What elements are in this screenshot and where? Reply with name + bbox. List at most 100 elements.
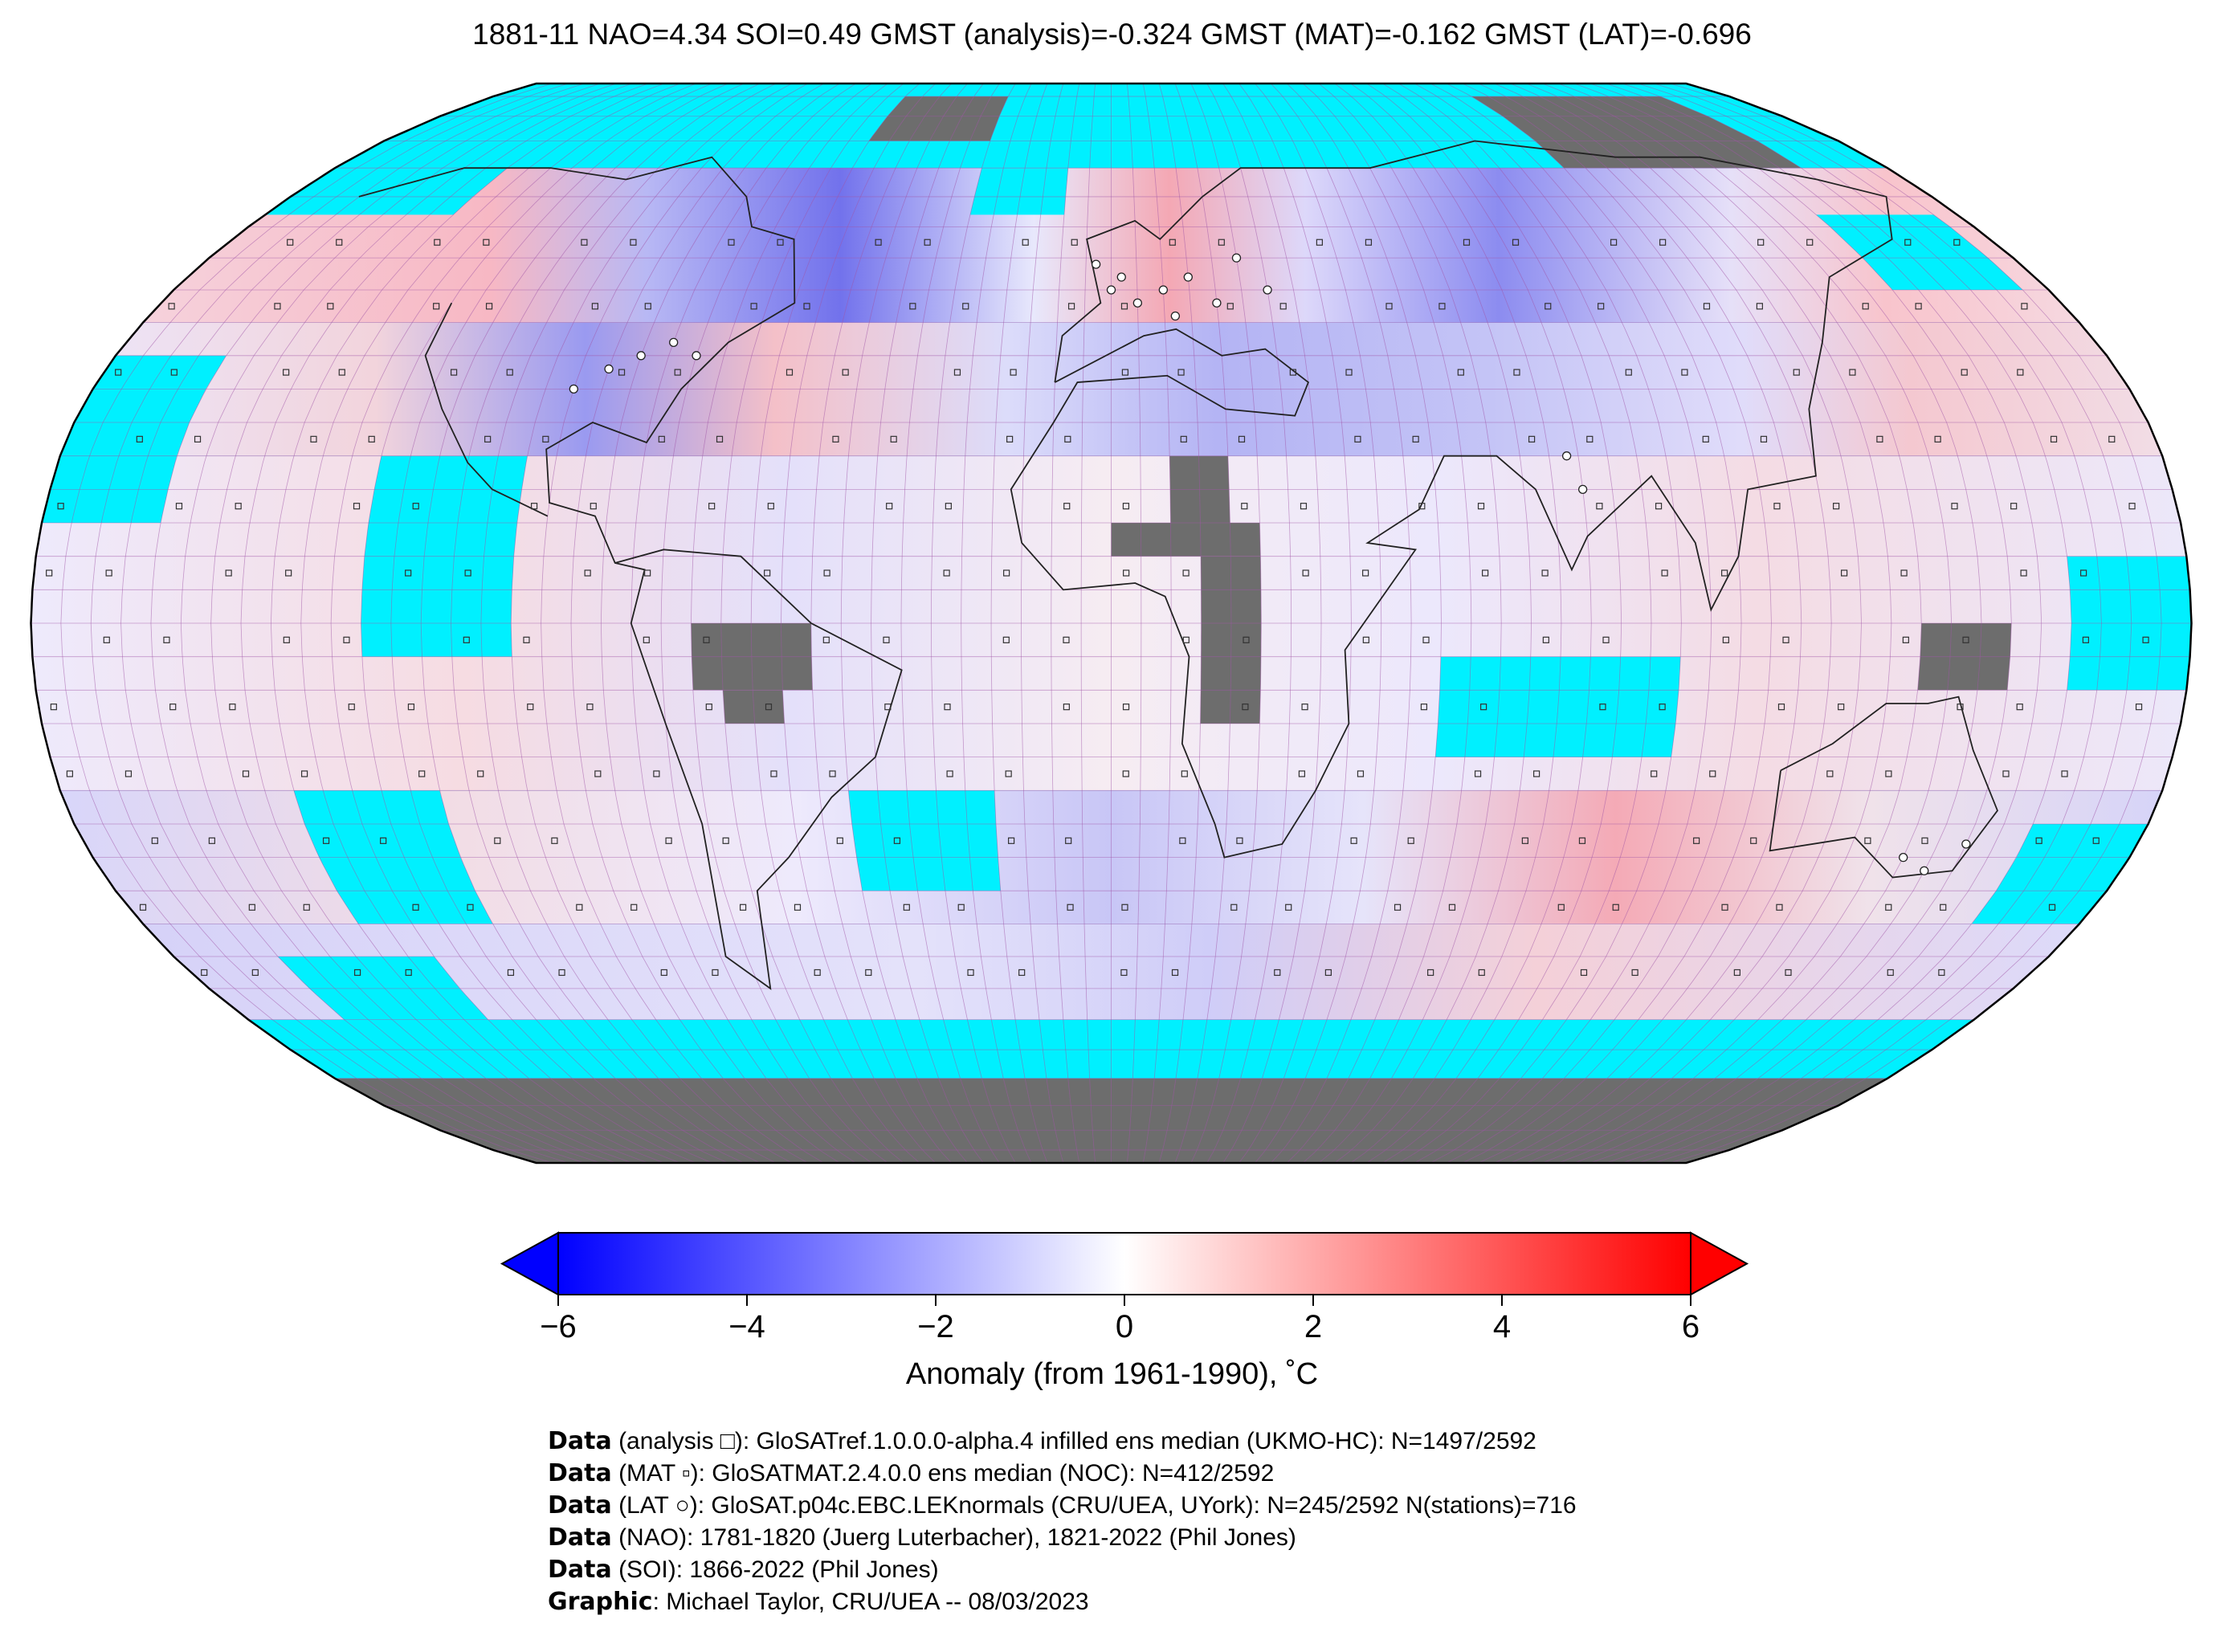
analysis-marker (1463, 239, 1471, 246)
analysis-marker (1301, 704, 1308, 711)
analysis-marker (343, 636, 350, 643)
analysis-marker (2079, 569, 2087, 577)
analysis-marker (786, 369, 794, 376)
analysis-marker (590, 503, 597, 510)
analysis-marker (50, 704, 57, 711)
analysis-marker (644, 569, 651, 577)
credit-text: (LAT ○): GloSAT.p04c.EBC.LEKnormals (CRU… (611, 1492, 1577, 1519)
analysis-marker (1365, 239, 1373, 246)
analysis-marker (1480, 704, 1487, 711)
analysis-marker (1181, 770, 1188, 777)
analysis-marker (1122, 770, 1129, 777)
analysis-marker (1709, 770, 1716, 777)
analysis-marker (1580, 969, 1588, 977)
analysis-marker (865, 969, 872, 977)
credit-line-soi: Data (SOI): 1866-2022 (Phil Jones) (548, 1554, 1577, 1586)
analysis-marker (1362, 569, 1369, 577)
analysis-marker (1065, 837, 1072, 844)
analysis-marker (1953, 239, 1961, 246)
analysis-marker (463, 636, 470, 643)
analysis-marker (1457, 369, 1464, 376)
analysis-marker (327, 303, 334, 310)
analysis-marker (1659, 239, 1667, 246)
analysis-marker (584, 569, 591, 577)
colorbar-label: Anomaly (from 1961-1990), ˚C (905, 1357, 1319, 1391)
analysis-marker (1279, 303, 1287, 310)
analysis-marker (175, 503, 183, 510)
analysis-marker (803, 303, 810, 310)
analysis-marker (1063, 503, 1071, 510)
gap-tasman (1972, 824, 2149, 924)
analysis-marker (705, 704, 712, 711)
analysis-marker (1806, 239, 1814, 246)
analysis-marker (494, 837, 501, 844)
analysis-marker (665, 837, 672, 844)
credit-text: : Michael Taylor, CRU/UEA -- 08/03/2023 (652, 1589, 1089, 1615)
grid-lines (31, 84, 2192, 1163)
analysis-marker (1064, 435, 1071, 443)
analysis-marker (1625, 369, 1632, 376)
analysis-marker (464, 569, 471, 577)
analysis-marker (765, 704, 773, 711)
lat-station-marker (1961, 839, 1971, 849)
analysis-marker (530, 503, 538, 510)
analysis-marker (890, 435, 897, 443)
analysis-marker (169, 704, 177, 711)
analysis-marker (1180, 435, 1187, 443)
analysis-marker (168, 303, 175, 310)
analysis-marker (283, 369, 290, 376)
analysis-marker (1298, 770, 1306, 777)
analysis-marker (630, 904, 638, 911)
analysis-marker (842, 369, 849, 376)
analysis-marker (1785, 969, 1792, 977)
analysis-marker (322, 837, 330, 844)
gap-kamchatka (1816, 214, 2023, 290)
credit-line-lat: Data (LAT ○): GloSAT.p04c.EBC.LEKnormals… (548, 1490, 1577, 1522)
analysis-marker (1067, 303, 1075, 310)
analysis-marker (1702, 435, 1709, 443)
analysis-marker (2021, 303, 2028, 310)
analysis-marker (353, 503, 361, 510)
credit-line-analysis: Data (analysis □): GloSATref.1.0.0.0-alp… (548, 1426, 1577, 1458)
analysis-marker (829, 770, 836, 777)
analysis-marker (1596, 503, 1603, 510)
analysis-marker (581, 239, 588, 246)
analysis-marker (2082, 636, 2089, 643)
lat-station-marker (636, 351, 646, 361)
analysis-marker (708, 503, 716, 510)
analysis-marker (1541, 569, 1549, 577)
colorbar-tick-label: −6 (540, 1309, 577, 1344)
analysis-marker (1120, 969, 1128, 977)
analysis-marker (1876, 435, 1883, 443)
no-data-sahel (1111, 523, 1261, 557)
analysis-marker (1362, 636, 1369, 643)
analysis-marker (643, 636, 650, 643)
analysis-marker (1357, 770, 1365, 777)
analysis-marker (1545, 303, 1552, 310)
credits-block: Data (analysis □): GloSATref.1.0.0.0-alp… (548, 1426, 1577, 1618)
lat-station-marker (1577, 484, 1588, 494)
analysis-marker (1915, 303, 1922, 310)
colorbar-tick-label: 0 (1115, 1309, 1134, 1344)
analysis-marker (1285, 904, 1292, 911)
analysis-marker (527, 704, 534, 711)
analysis-marker (300, 770, 308, 777)
colorbar-tick-label: −4 (728, 1309, 765, 1344)
analysis-marker (1733, 969, 1740, 977)
analysis-marker (66, 770, 73, 777)
analysis-marker (822, 636, 830, 643)
analysis-marker (1760, 435, 1768, 443)
lat-station-marker (1091, 259, 1101, 269)
analysis-marker (1067, 904, 1074, 911)
analysis-marker (2048, 904, 2056, 911)
analysis-marker (1849, 369, 1856, 376)
analysis-marker (944, 704, 951, 711)
colorbar-tick-label: 4 (1492, 1309, 1512, 1344)
analysis-marker (1651, 770, 1658, 777)
analysis-marker (1598, 303, 1605, 310)
analysis-marker (46, 569, 53, 577)
credit-key: Data (548, 1459, 612, 1487)
analysis-marker (1961, 369, 1968, 376)
lat-station-marker (1212, 298, 1222, 308)
lat-station-marker (1170, 311, 1181, 321)
